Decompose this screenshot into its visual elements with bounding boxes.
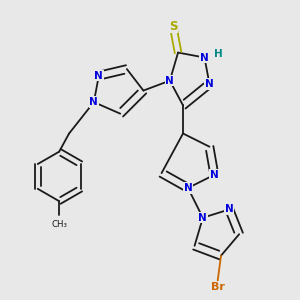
- Text: N: N: [200, 52, 209, 62]
- Text: H: H: [214, 49, 223, 59]
- Text: N: N: [210, 170, 219, 180]
- Text: N: N: [165, 76, 174, 85]
- Text: N: N: [94, 71, 103, 81]
- Text: N: N: [89, 97, 98, 107]
- Text: Br: Br: [211, 282, 225, 292]
- Text: CH₃: CH₃: [51, 220, 67, 229]
- Text: S: S: [169, 20, 177, 33]
- Text: N: N: [225, 204, 234, 214]
- Text: N: N: [205, 79, 214, 89]
- Text: N: N: [199, 213, 207, 223]
- Text: N: N: [184, 183, 192, 193]
